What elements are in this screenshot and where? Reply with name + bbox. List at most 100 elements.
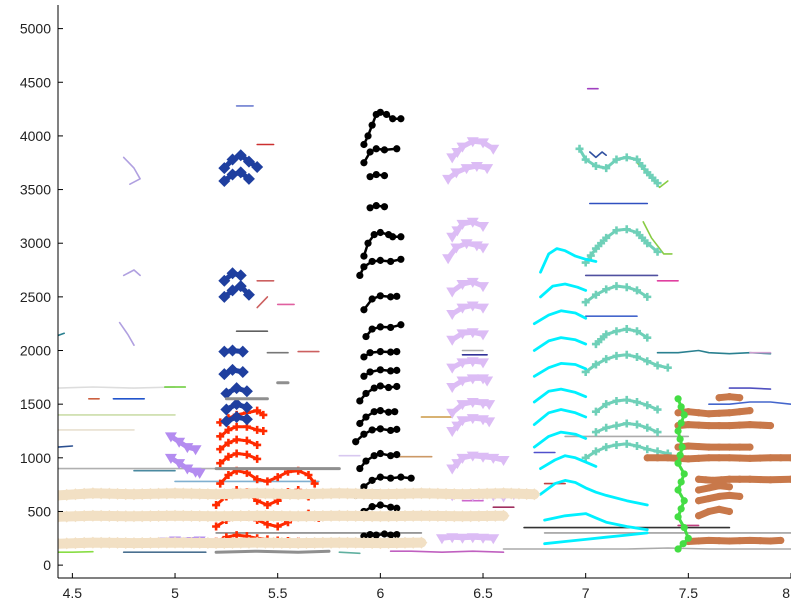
y-tick-label-4: 2000: [20, 343, 51, 359]
series-black-point-1-2: [368, 503, 376, 511]
series-black-point-5-2: [370, 408, 378, 416]
series-brown-point-5-3: [705, 454, 713, 462]
series-beige-point-2-0-1: [60, 488, 73, 501]
series-beige-point-1-9: [415, 509, 428, 522]
series-red-point-7-4: [253, 406, 262, 415]
series-black-point-13-0: [366, 204, 374, 212]
series-violet-point-2-3: [189, 445, 202, 456]
series-black-point-11-4: [387, 257, 395, 266]
series-brown-point-4-0: [695, 475, 703, 483]
series-lilac-point-2-5: [497, 455, 510, 466]
series-black-point-13-2: [380, 203, 389, 211]
series-lilac-point-7-1: [456, 329, 469, 340]
background-line-43: [389, 550, 505, 554]
series-violet-point-1-1: [173, 459, 186, 470]
series-red-point-5-1: [224, 438, 233, 447]
series-gray-line-0: [214, 549, 331, 554]
series-black-point-2-1: [360, 483, 368, 491]
series-black-point-11-0: [356, 271, 364, 280]
y-tick-label-8: 4000: [20, 128, 51, 144]
series-beige-point-2-2: [127, 488, 140, 501]
series-teal-point-3-4: [622, 350, 631, 359]
series-black-point-2-4: [387, 474, 395, 482]
series-beige-point-0-1-1: [95, 536, 108, 549]
series-beige-point-2-2-1: [136, 488, 149, 501]
series-black-point-4-5: [393, 425, 401, 433]
series-beige-point-0-9: [415, 536, 428, 549]
series-lilac-point-4-1: [456, 400, 469, 411]
series-beige-point-2-4-1: [218, 488, 231, 501]
series-teal-line-6: [584, 227, 659, 264]
series-black-point-10-0: [360, 306, 368, 314]
series-black-point-12-5: [389, 233, 397, 241]
series-brown-point-3-0: [695, 486, 703, 494]
series-beige-point-1-6-3: [316, 509, 329, 522]
series-brown-point-4-4: [766, 476, 775, 484]
series-red-point-4-1: [224, 452, 233, 461]
series-beige-point-1-6-2: [308, 510, 321, 523]
series-brown-point-4-4-1: [777, 475, 785, 484]
series-beige-point-0-2-4: [160, 536, 173, 549]
series-lilac-point-0-5: [487, 534, 500, 545]
series-brown-point-2-0: [695, 497, 703, 505]
series-beige-point-1-8-2: [390, 510, 403, 523]
series-brown-point-0-0-1: [695, 537, 703, 545]
series-green-point-0-5: [674, 486, 682, 494]
series-beige-point-0-3: [169, 536, 182, 549]
series-teal-point-6-5: [633, 228, 642, 237]
series-cyan-line-5: [532, 408, 588, 427]
series-beige-point-0-1-3: [111, 536, 124, 549]
series-beige-point-0-4-2: [226, 536, 239, 549]
series-teal-point-4-0-1: [597, 335, 606, 344]
series-beige-point-1-3-1: [177, 509, 190, 522]
series-brown-point-3-2: [715, 482, 723, 490]
series-black-point-10-4: [393, 292, 401, 300]
series-green-point-0-0-1: [679, 540, 687, 548]
series-blue-point-8-1: [226, 153, 239, 166]
series-black-point-6-1: [362, 389, 370, 398]
series-beige-point-2-6-4: [325, 487, 338, 500]
axes: 0 500 1000 1500 2000 2500 3000 3500 4000 4500 5000…: [20, 5, 791, 601]
series-brown-point-0-2: [725, 537, 734, 545]
series-beige-point-0-7-2: [349, 536, 362, 549]
series-teal: [575, 144, 672, 462]
series-gray: [214, 381, 341, 554]
series-black-point-16-2: [368, 121, 376, 129]
series-black-point-2-5: [397, 473, 405, 481]
series-beige-point-0-7-3: [357, 536, 370, 549]
series-black-point-9-2: [376, 323, 384, 331]
series-beige-point-1-0-3: [78, 510, 91, 523]
series-black-point-9-0: [362, 332, 370, 341]
series-beige-point-0-7: [333, 536, 346, 549]
series-green-point-0-10: [680, 411, 688, 419]
series-beige-point-2-5-1: [259, 487, 272, 500]
series-black-point-5-5: [391, 408, 399, 416]
series-teal-point-2-6: [653, 405, 662, 414]
series-lilac-point-3-4: [483, 417, 496, 428]
series-teal-point-5-5: [633, 286, 642, 295]
series-beige-point-0-4-1: [218, 537, 231, 550]
plot-area: [58, 87, 791, 555]
series-beige-point-0-6-4: [325, 536, 338, 549]
series-beige-point-2-7: [333, 487, 346, 500]
series-blue-point-4-0: [218, 345, 231, 358]
series-beige-point-0-8-1: [382, 537, 395, 550]
series-black-point-14-0: [366, 173, 374, 181]
series-teal-point-7-0: [575, 144, 584, 153]
series-beige-point-0-1-4: [119, 537, 132, 550]
series-beige-point-2-7-4: [366, 488, 379, 501]
series-brown-point-7-3: [725, 422, 734, 430]
series-beige-point-1-3-2: [185, 509, 198, 522]
series-brown-point-4-3-1: [756, 475, 764, 484]
series-brown-point-7-2: [705, 422, 713, 430]
series-brown-point-9-0: [715, 394, 723, 402]
series-lilac-point-2-2: [466, 451, 479, 462]
series-green-point-0-4: [680, 497, 688, 505]
series-blue-point-3-1: [226, 363, 239, 376]
series-blue-point-3-2: [236, 365, 249, 378]
series-beige-point-1-5-1: [259, 509, 272, 522]
series-teal-point-2-5: [643, 401, 652, 410]
series-lilac-point-12-3: [470, 161, 483, 172]
series-lilac-point-12-2: [460, 164, 473, 175]
series-lilac-point-13-0-1: [451, 148, 464, 159]
